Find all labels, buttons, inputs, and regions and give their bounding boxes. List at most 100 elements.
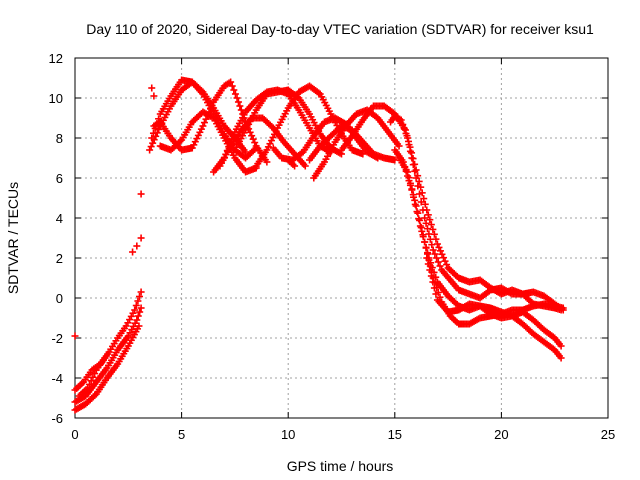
data-point <box>230 86 238 94</box>
data-point <box>559 304 567 312</box>
data-point <box>557 342 565 350</box>
data-point <box>146 146 154 154</box>
data-point <box>411 167 419 175</box>
data-point <box>409 161 417 169</box>
data-point <box>435 243 443 251</box>
y-tick-label: -6 <box>51 411 63 426</box>
data-point <box>131 306 139 314</box>
data-point <box>89 373 97 381</box>
data-point <box>193 135 201 143</box>
y-tick-label: 6 <box>56 171 63 186</box>
data-point <box>423 225 431 233</box>
data-point <box>194 131 202 139</box>
data-point <box>132 302 140 309</box>
data-point <box>136 308 144 316</box>
data-point <box>424 260 432 268</box>
y-tick-label: 12 <box>49 51 63 66</box>
data-point <box>246 128 254 136</box>
data-point <box>406 147 414 155</box>
data-point <box>436 247 444 255</box>
data-point <box>133 316 141 324</box>
data-point <box>233 94 241 102</box>
data-point <box>421 238 429 246</box>
data-point <box>196 128 204 136</box>
data-point <box>200 119 208 127</box>
axis-ticks <box>74 57 609 419</box>
data-point <box>227 78 235 86</box>
data-point <box>234 98 242 106</box>
data-point <box>404 168 412 176</box>
data-point <box>402 130 410 137</box>
y-tick-label: -2 <box>51 331 63 346</box>
data-point <box>408 154 416 162</box>
data-point <box>405 141 413 149</box>
y-tick-label: -4 <box>51 371 63 386</box>
data-point <box>248 132 256 140</box>
data-point <box>400 125 408 133</box>
data-point <box>404 134 412 142</box>
data-point <box>149 129 157 137</box>
data-point <box>315 89 323 97</box>
data-point <box>155 125 163 133</box>
data-point <box>406 179 414 187</box>
x-axis-label: GPS time / hours <box>287 458 394 474</box>
data-point <box>440 254 448 262</box>
data-point <box>91 391 99 399</box>
data-point <box>422 244 430 252</box>
data-point <box>249 135 257 143</box>
data-point <box>176 137 184 145</box>
data-point <box>266 140 274 148</box>
data-point <box>397 116 405 124</box>
data-point <box>417 198 425 206</box>
data-point <box>197 87 205 95</box>
data-point <box>430 284 438 292</box>
data-point <box>147 143 155 151</box>
data-point <box>399 121 407 128</box>
data-point <box>417 224 425 232</box>
data-point <box>291 162 299 170</box>
data-point <box>416 216 424 224</box>
data-point <box>134 297 142 305</box>
data-point <box>236 102 244 110</box>
data-point <box>416 190 424 198</box>
data-point <box>137 288 145 296</box>
data-point <box>149 139 157 147</box>
data-point <box>419 231 427 239</box>
data-point <box>148 134 156 142</box>
y-tick-labels: -6 -4 -2 0 2 4 6 8 10 12 <box>49 51 63 426</box>
data-point <box>428 241 436 249</box>
data-point <box>129 248 137 256</box>
data-point <box>150 92 158 100</box>
x-tick-label: 5 <box>178 427 185 442</box>
data-point <box>85 380 93 388</box>
data-point <box>434 258 442 266</box>
data-point <box>405 174 413 182</box>
data-point <box>71 332 79 340</box>
y-tick-label: 2 <box>56 251 63 266</box>
data-point <box>441 257 449 265</box>
data-point <box>443 261 451 269</box>
data-point <box>134 312 142 320</box>
data-point <box>433 254 441 262</box>
data-point <box>270 130 278 138</box>
data-point <box>412 174 420 182</box>
data-point <box>336 149 344 157</box>
data-point <box>231 90 239 98</box>
data-point <box>419 206 427 214</box>
data-point <box>191 138 199 146</box>
data-point <box>414 209 422 217</box>
data-point <box>301 162 309 170</box>
y-tick-label: 4 <box>56 211 63 226</box>
data-point <box>427 272 435 280</box>
data-point <box>197 125 205 133</box>
data-point <box>411 196 419 204</box>
data-point <box>87 377 95 385</box>
data-point <box>423 254 431 262</box>
data-point <box>557 354 565 362</box>
data-point <box>135 293 143 300</box>
data-point <box>208 113 216 121</box>
x-tick-label: 10 <box>281 427 295 442</box>
data-point <box>427 221 435 229</box>
data-point <box>199 122 207 130</box>
